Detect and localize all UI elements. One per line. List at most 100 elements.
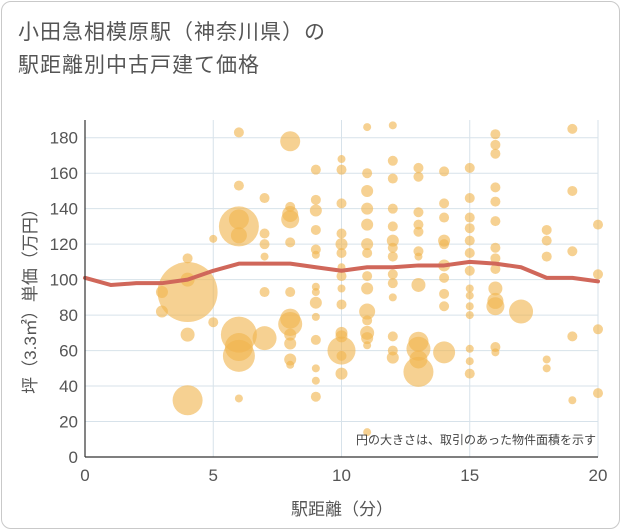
bubble-point bbox=[311, 250, 320, 259]
bubble-point bbox=[208, 317, 219, 328]
y-tick-label: 180 bbox=[50, 129, 78, 148]
bubble-point bbox=[464, 223, 475, 234]
bubble-point bbox=[172, 385, 203, 416]
x-tick-label: 20 bbox=[589, 466, 608, 485]
bubble-point bbox=[336, 164, 347, 175]
y-tick-label: 140 bbox=[50, 200, 78, 219]
bubble-series bbox=[155, 121, 603, 437]
bubble-point bbox=[414, 252, 423, 261]
bubble-point bbox=[439, 166, 450, 177]
bubble-point bbox=[413, 219, 424, 230]
bubble-point bbox=[259, 287, 270, 298]
x-axis-label: 駅距離（分） bbox=[291, 500, 393, 519]
trend-line bbox=[83, 259, 600, 287]
bubble-point bbox=[439, 239, 450, 250]
bubble-point bbox=[284, 328, 297, 341]
bubble-point bbox=[465, 344, 474, 353]
bubble-point bbox=[259, 228, 270, 239]
bubble-point bbox=[541, 224, 552, 235]
bubble-point bbox=[593, 269, 603, 280]
bubble-point bbox=[234, 394, 243, 403]
bubble-point bbox=[433, 341, 456, 364]
bubble-point bbox=[233, 127, 244, 138]
bubble-point bbox=[209, 234, 218, 243]
bubble-point bbox=[310, 391, 321, 402]
bubble-point bbox=[359, 303, 376, 320]
bubble-point bbox=[541, 235, 552, 246]
bubble-point bbox=[260, 252, 269, 261]
bubble-point bbox=[387, 331, 398, 342]
bubble-point bbox=[464, 248, 475, 259]
bubble-point bbox=[278, 311, 303, 336]
bubble-point bbox=[285, 237, 296, 248]
bubble-point bbox=[465, 291, 474, 300]
bubble-point bbox=[362, 315, 373, 326]
bubble-point bbox=[361, 202, 374, 215]
bubble-point bbox=[386, 234, 399, 247]
bubble-point bbox=[311, 364, 320, 373]
bubble-point bbox=[311, 288, 320, 297]
bubble-point bbox=[464, 265, 475, 276]
bubble-point bbox=[490, 148, 501, 159]
bubble-point bbox=[465, 357, 474, 366]
bubble-point bbox=[567, 331, 578, 342]
bubble-point bbox=[567, 185, 578, 196]
bubble-point bbox=[387, 251, 398, 262]
bubble-point bbox=[490, 242, 501, 253]
axes: 0 20 40 60 80 100 120 140 160 180 0 5 10 15 20 bbox=[50, 120, 608, 485]
bubble-point bbox=[413, 171, 424, 182]
bubble-point bbox=[491, 348, 500, 357]
bubble-point bbox=[311, 312, 320, 321]
x-tick-label: 10 bbox=[332, 466, 351, 485]
bubble-point bbox=[310, 164, 321, 175]
bubble-point bbox=[335, 367, 348, 380]
bubble-point bbox=[593, 324, 603, 335]
bubble-point bbox=[387, 278, 398, 289]
y-tick-label: 60 bbox=[59, 342, 78, 361]
bubble-point bbox=[336, 350, 347, 361]
bubble-point bbox=[284, 337, 297, 350]
bubble-point bbox=[464, 368, 475, 379]
bubble-point bbox=[439, 212, 450, 223]
bubble-point bbox=[361, 238, 374, 251]
bubble-point bbox=[567, 123, 578, 134]
bubble-point bbox=[386, 351, 399, 364]
bubble-point bbox=[362, 168, 373, 179]
bubble-point bbox=[593, 219, 603, 230]
bubble-point bbox=[465, 284, 474, 293]
bubble-point bbox=[388, 121, 397, 130]
bubble-point bbox=[286, 360, 295, 369]
bubble-point bbox=[541, 251, 552, 262]
bubble-point bbox=[542, 355, 551, 364]
bubble-point bbox=[387, 155, 398, 166]
bubble-point bbox=[439, 288, 450, 299]
bubble-point bbox=[490, 216, 501, 227]
bubble-point bbox=[387, 173, 398, 184]
bubble-point bbox=[285, 287, 296, 298]
y-tick-label: 160 bbox=[50, 164, 78, 183]
bubble-point bbox=[486, 297, 505, 316]
bubble-point bbox=[363, 428, 372, 437]
x-tick-label: 15 bbox=[460, 466, 479, 485]
bubble-point bbox=[310, 334, 321, 345]
bubble-point bbox=[464, 212, 475, 223]
bubble-point bbox=[387, 242, 398, 253]
y-tick-label: 40 bbox=[59, 377, 78, 396]
bubble-point bbox=[490, 263, 501, 274]
bubble-point bbox=[509, 299, 534, 324]
chart-title-line2: 駅距離別中古戸建て価格 bbox=[18, 54, 260, 77]
bubble-point bbox=[464, 162, 475, 173]
bubble-point bbox=[233, 180, 244, 191]
y-tick-label: 120 bbox=[50, 235, 78, 254]
bubble-point bbox=[403, 356, 434, 387]
bubble-point bbox=[259, 193, 270, 204]
bubble-point bbox=[327, 336, 356, 365]
bubble-point bbox=[593, 388, 603, 399]
bubble-point bbox=[362, 271, 373, 282]
bubble-point bbox=[490, 129, 501, 140]
bubble-point bbox=[361, 332, 374, 345]
bubble-point bbox=[439, 198, 450, 209]
bubble-point bbox=[336, 271, 347, 282]
bubble-point bbox=[568, 396, 577, 405]
